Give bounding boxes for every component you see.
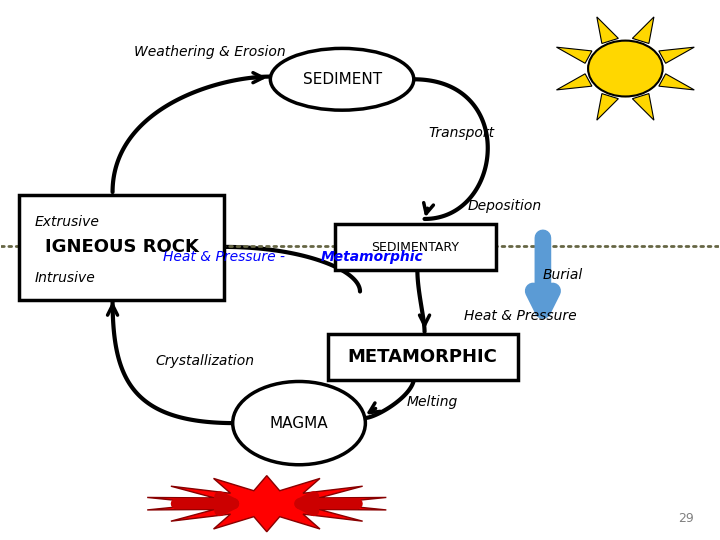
- Polygon shape: [659, 47, 694, 63]
- Ellipse shape: [233, 381, 365, 465]
- Bar: [335, 224, 496, 270]
- Polygon shape: [632, 93, 654, 120]
- Text: Heat & Pressure: Heat & Pressure: [464, 309, 577, 323]
- Polygon shape: [597, 17, 618, 44]
- Polygon shape: [597, 93, 618, 120]
- Text: IGNEOUS ROCK: IGNEOUS ROCK: [45, 238, 199, 256]
- Text: MAGMA: MAGMA: [270, 416, 328, 430]
- Text: Weathering & Erosion: Weathering & Erosion: [134, 45, 286, 59]
- Text: SEDIMENT: SEDIMENT: [302, 72, 382, 87]
- Text: METAMORPHIC: METAMORPHIC: [348, 348, 498, 366]
- Bar: [19, 195, 224, 300]
- Polygon shape: [147, 476, 387, 532]
- Text: Burial: Burial: [543, 268, 583, 282]
- Text: Extrusive: Extrusive: [35, 215, 100, 229]
- Text: Deposition: Deposition: [467, 199, 541, 213]
- Ellipse shape: [270, 49, 414, 110]
- Text: Intrusive: Intrusive: [35, 271, 96, 285]
- Polygon shape: [659, 74, 694, 90]
- Circle shape: [588, 40, 662, 97]
- Polygon shape: [557, 47, 592, 63]
- Text: SEDIMENTARY: SEDIMENTARY: [372, 241, 459, 254]
- Polygon shape: [557, 74, 592, 90]
- Text: Heat & Pressure -: Heat & Pressure -: [163, 249, 289, 264]
- Polygon shape: [632, 17, 654, 44]
- Text: Crystallization: Crystallization: [156, 354, 255, 368]
- Text: Metamorphic: Metamorphic: [320, 249, 423, 264]
- Bar: [328, 334, 518, 380]
- Text: Transport: Transport: [428, 126, 494, 140]
- Text: 29: 29: [678, 512, 693, 525]
- Text: Melting: Melting: [407, 395, 458, 409]
